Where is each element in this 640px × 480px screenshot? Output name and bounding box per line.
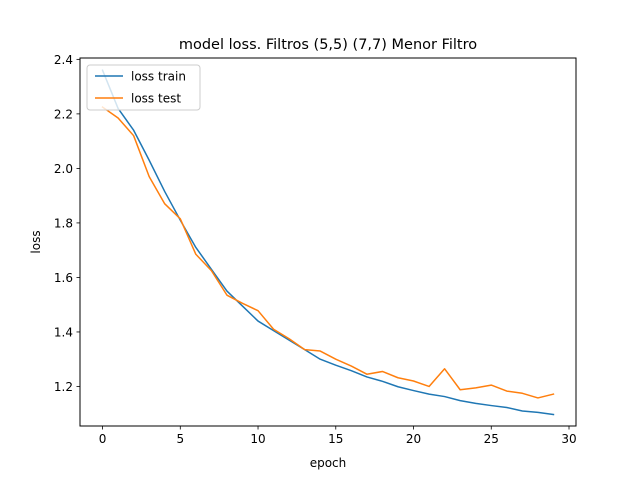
y-tick-label: 2.0: [54, 162, 73, 176]
chart-title: model loss. Filtros (5,5) (7,7) Menor Fi…: [179, 37, 477, 53]
x-tick-label: 30: [561, 432, 576, 446]
y-tick-label: 2.2: [54, 107, 73, 121]
x-tick-label: 10: [250, 432, 265, 446]
y-tick-label: 1.6: [54, 271, 73, 285]
legend-label: loss test: [131, 92, 181, 106]
y-tick-label: 1.4: [54, 325, 73, 339]
x-axis-ticks: 0 5 10 15 20 25 30: [99, 426, 577, 446]
legend: loss train loss test: [86, 64, 201, 111]
x-tick-label: 5: [176, 432, 184, 446]
plot-frame: [79, 57, 577, 427]
y-tick-label: 1.2: [54, 380, 73, 394]
x-tick-label: 0: [99, 432, 107, 446]
legend-label: loss train: [131, 70, 186, 84]
x-tick-label: 25: [484, 432, 499, 446]
y-axis-ticks: 1.2 1.4 1.6 1.8 2.0 2.2 2.4: [54, 53, 80, 394]
x-tick-label: 15: [328, 432, 343, 446]
y-tick-label: 2.4: [54, 53, 73, 67]
y-tick-label: 1.8: [54, 216, 73, 230]
x-axis-label: epoch: [310, 456, 347, 470]
series-layer: [101, 69, 555, 416]
plot-area: [80, 58, 576, 426]
y-axis-label: loss: [29, 230, 43, 253]
series-line-loss-test: [101, 106, 555, 399]
x-tick-label: 20: [406, 432, 421, 446]
